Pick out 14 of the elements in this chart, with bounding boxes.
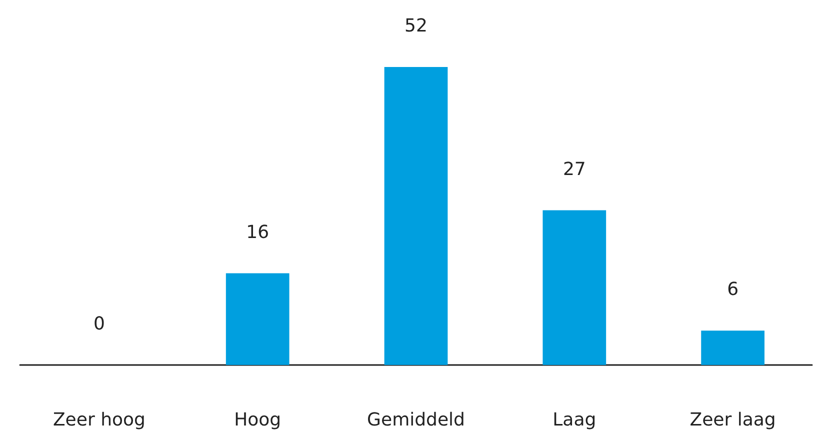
- data-label: 0: [93, 314, 105, 334]
- x-tick-label: Zeer hoog: [52, 410, 146, 430]
- data-label: 16: [246, 222, 270, 243]
- x-tick-label: Laag: [552, 410, 596, 430]
- data-label: 27: [562, 158, 586, 180]
- data-label: 52: [404, 16, 428, 36]
- x-tick-label: Zeer laag: [690, 410, 776, 430]
- bar: [701, 330, 764, 365]
- x-tick-label: Gemiddeld: [367, 410, 465, 430]
- bar: [384, 67, 448, 365]
- bar: [542, 210, 606, 365]
- x-tick-label: Hoog: [234, 410, 282, 430]
- data-label: 6: [727, 279, 739, 300]
- bar: [226, 273, 290, 365]
